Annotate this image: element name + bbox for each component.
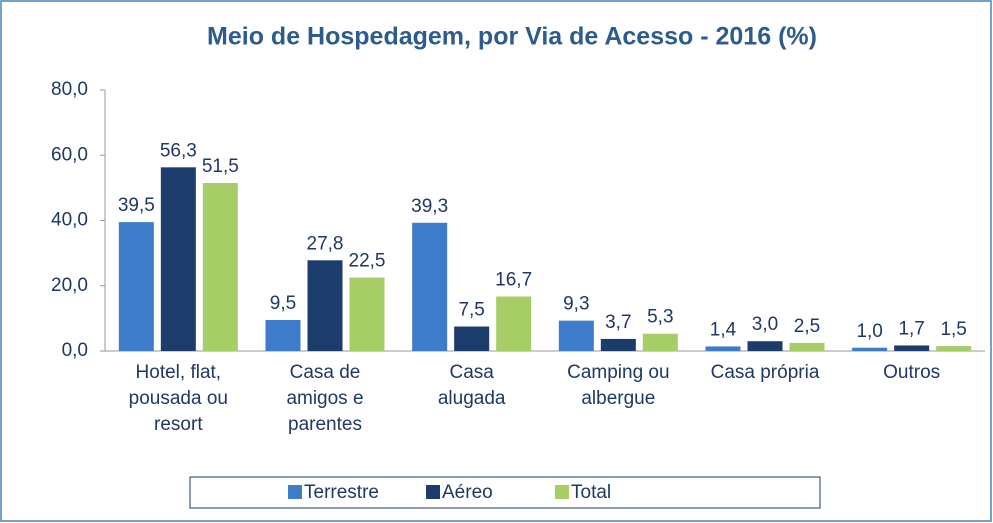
bar (265, 320, 301, 351)
value-label: 9,5 (270, 293, 296, 314)
x-tick-label: Casa alugada (437, 362, 506, 409)
legend-label: Aéreo (442, 482, 493, 503)
x-tick-label: Casa própria (710, 362, 820, 383)
x-tick-label: Camping ou albergue (567, 362, 670, 409)
bar (349, 277, 385, 351)
value-label: 3,7 (605, 312, 631, 333)
value-label: 22,5 (349, 251, 386, 272)
value-label: 39,3 (411, 196, 448, 217)
y-tick-label: 40,0 (51, 210, 88, 231)
bar (705, 346, 741, 351)
value-label: 1,7 (898, 318, 924, 339)
legend-box (189, 476, 821, 509)
value-label: 3,0 (752, 314, 778, 335)
bar (789, 342, 825, 351)
bar (747, 341, 783, 351)
bar (454, 326, 490, 351)
value-label: 51,5 (202, 156, 239, 177)
bar (412, 222, 448, 351)
value-label: 1,4 (710, 319, 737, 340)
value-label: 5,3 (647, 307, 673, 328)
value-label: 9,3 (563, 294, 589, 315)
legend-label: Total (571, 482, 611, 503)
value-label: 7,5 (458, 300, 484, 321)
y-tick-label: 0,0 (62, 340, 88, 361)
y-tick-label: 60,0 (51, 144, 88, 165)
chart-title: Meio de Hospedagem, por Via de Acesso - … (207, 23, 817, 51)
value-label: 1,0 (856, 321, 882, 342)
legend-swatch (288, 485, 302, 499)
y-tick-label: 20,0 (51, 275, 88, 296)
bar (202, 182, 238, 351)
value-label: 39,5 (118, 195, 155, 216)
bar (118, 222, 154, 351)
bar (160, 167, 196, 351)
legend-label: Terrestre (304, 482, 379, 503)
value-label: 56,3 (160, 140, 197, 161)
bar (642, 333, 678, 351)
bar (600, 338, 636, 351)
x-tick-label: Casa de amigos e parentes (286, 362, 364, 435)
bar (307, 260, 343, 351)
value-label: 27,8 (307, 233, 344, 254)
bar (558, 320, 594, 351)
value-label: 1,5 (940, 319, 966, 340)
legend-swatch (426, 485, 440, 499)
bar (496, 296, 532, 351)
bar (852, 347, 888, 351)
legend-swatch (555, 485, 569, 499)
y-tick-label: 80,0 (51, 79, 88, 100)
x-tick-label: Outros (883, 362, 941, 383)
bar (936, 346, 972, 351)
bar (894, 345, 930, 351)
value-label: 16,7 (495, 270, 532, 291)
x-tick-label: Hotel, flat, pousada ou resort (128, 362, 228, 435)
value-label: 2,5 (794, 316, 820, 337)
